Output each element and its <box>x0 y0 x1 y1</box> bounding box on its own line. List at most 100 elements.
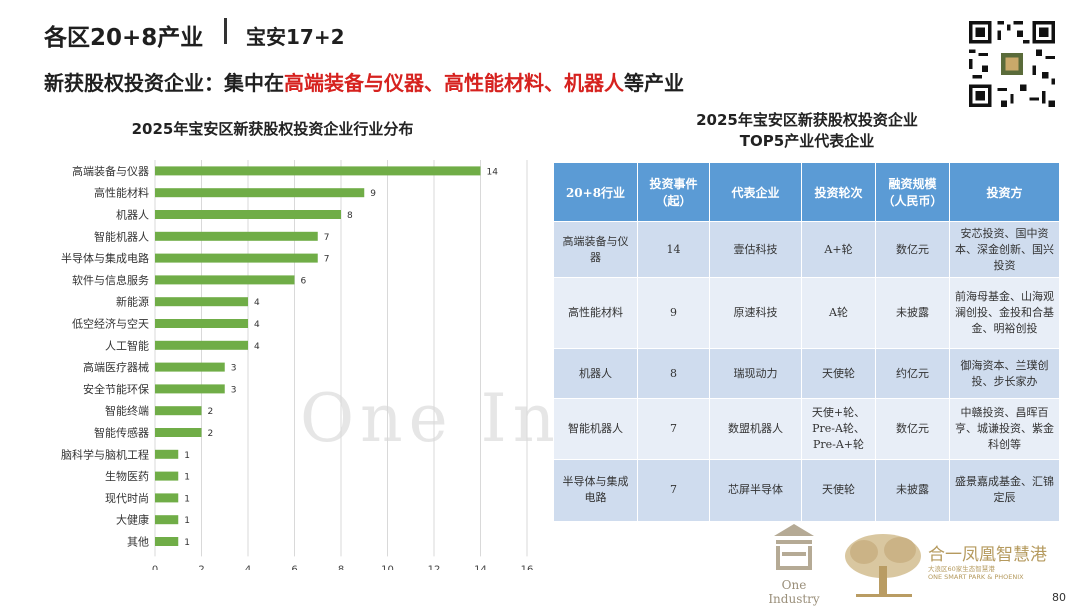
bar <box>155 515 179 525</box>
bar <box>155 319 248 328</box>
cell-count: 7 <box>637 458 710 523</box>
category-label: 脑科学与脑机工程 <box>61 447 149 461</box>
cell-count: 7 <box>637 398 710 460</box>
category-label: 智能机器人 <box>94 229 149 243</box>
data-label: 4 <box>254 298 260 308</box>
data-label: 1 <box>184 494 190 504</box>
table-title-line2: TOP5产业代表企业 <box>739 132 875 150</box>
one-industry-logo-icon <box>774 524 814 570</box>
cell-round: A轮 <box>801 277 876 349</box>
top5-table: 20+8行业 投资事件（起） 代表企业 投资轮次 融资规模（人民币） 投资方 高… <box>553 162 1060 523</box>
x-tick-label: 8 <box>338 564 344 570</box>
cell-count: 14 <box>637 220 710 279</box>
bar <box>155 406 202 416</box>
header-amount: 融资规模（人民币） <box>875 162 950 222</box>
bar <box>155 275 295 285</box>
data-label: 7 <box>324 255 330 265</box>
table-row: 智能机器人 7 数盟机器人 天使+轮、Pre-A轮、Pre-A+轮 数亿元 中赣… <box>553 398 1060 460</box>
header-industry: 20+8行业 <box>553 162 638 222</box>
bar <box>155 297 248 307</box>
header-round: 投资轮次 <box>801 162 876 222</box>
category-label: 新能源 <box>116 295 149 309</box>
phoenix-park-name: 合一凤凰智慧港 <box>928 545 1047 565</box>
x-tick-label: 16 <box>521 564 534 570</box>
cell-round: 天使+轮、Pre-A轮、Pre-A+轮 <box>801 398 876 460</box>
data-label: 1 <box>184 451 190 461</box>
category-label: 智能终端 <box>105 404 149 418</box>
data-label: 7 <box>324 233 330 243</box>
cell-investors: 御海资本、兰璞创投、步长家办 <box>949 347 1060 400</box>
data-label: 1 <box>184 538 190 548</box>
x-tick-label: 12 <box>428 564 441 570</box>
phoenix-park-subtitle: 大浪区60家生态智慧港 ONE SMART PARK & PHOENIX <box>928 563 1024 581</box>
category-label: 大健康 <box>116 513 149 527</box>
bar <box>155 362 225 372</box>
category-label: 机器人 <box>116 208 149 222</box>
category-label: 现代时尚 <box>105 491 149 505</box>
cell-industry: 机器人 <box>553 347 638 400</box>
data-label: 4 <box>254 320 260 330</box>
bar <box>155 210 341 219</box>
cell-investors: 中赣投资、昌晖百亨、城谦投资、紫金科创等 <box>949 398 1060 460</box>
category-label: 低空经济与空天 <box>72 317 149 331</box>
header-company: 代表企业 <box>709 162 802 222</box>
x-tick-label: 14 <box>474 564 487 570</box>
bar <box>155 449 179 459</box>
cell-company: 原速科技 <box>709 277 802 349</box>
cell-round: 天使轮 <box>801 347 876 400</box>
category-label: 生物医药 <box>105 469 149 483</box>
bar <box>155 471 179 481</box>
cell-industry: 高端装备与仪器 <box>553 220 638 279</box>
headline-prefix: 新获股权投资企业：集中在 <box>44 71 284 95</box>
bar <box>155 166 481 176</box>
bar <box>155 231 318 241</box>
data-label: 2 <box>208 407 214 417</box>
page-number: 80 <box>1052 591 1066 604</box>
bar <box>155 537 179 546</box>
table-row: 半导体与集成电路 7 芯屏半导体 天使轮 未披露 盛景嘉成基金、汇锦定辰 <box>553 458 1060 523</box>
table-row: 高端装备与仪器 14 壹估科技 A+轮 数亿元 安芯投资、国中资本、深金创新、国… <box>553 220 1060 279</box>
header-investors: 投资方 <box>949 162 1060 222</box>
table-title-line1: 2025年宝安区新获股权投资企业 <box>696 111 918 129</box>
cell-company: 壹估科技 <box>709 220 802 279</box>
bar <box>155 384 225 394</box>
category-label: 安全节能环保 <box>83 382 149 396</box>
cell-investors: 安芯投资、国中资本、深金创新、国兴投资 <box>949 220 1060 279</box>
data-label: 3 <box>231 385 237 395</box>
cell-count: 9 <box>637 277 710 349</box>
phoenix-park-subtitle-1: 大浪区60家生态智慧港 <box>928 565 995 573</box>
cell-count: 8 <box>637 347 710 400</box>
bar <box>155 188 365 198</box>
x-tick-label: 10 <box>381 564 394 570</box>
cell-amount: 数亿元 <box>875 398 950 460</box>
headline: 新获股权投资企业：集中在高端装备与仪器、高性能材料、机器人等产业 <box>44 67 684 96</box>
cell-industry: 半导体与集成电路 <box>553 458 638 523</box>
phoenix-park-subtitle-2: ONE SMART PARK & PHOENIX <box>928 573 1024 581</box>
data-label: 1 <box>184 473 190 483</box>
headline-highlight: 高端装备与仪器、高性能材料、机器人 <box>284 71 624 95</box>
cell-company: 芯屏半导体 <box>709 458 802 523</box>
data-label: 2 <box>208 429 214 439</box>
qr-code-icon <box>966 18 1058 110</box>
bar <box>155 493 179 503</box>
category-label: 软件与信息服务 <box>72 273 149 287</box>
bar <box>155 428 202 437</box>
data-label: 8 <box>347 211 353 221</box>
page-title: 各区20+8产业 <box>44 25 204 51</box>
x-tick-label: 0 <box>152 564 158 570</box>
data-label: 4 <box>254 342 260 352</box>
table-row: 高性能材料 9 原速科技 A轮 未披露 前海母基金、山海观澜创投、金投和合基金、… <box>553 277 1060 349</box>
data-label: 3 <box>231 364 237 374</box>
title-divider <box>224 18 227 44</box>
table-row: 机器人 8 瑞现动力 天使轮 约亿元 御海资本、兰璞创投、步长家办 <box>553 347 1060 400</box>
cell-amount: 未披露 <box>875 277 950 349</box>
x-tick-label: 2 <box>198 564 204 570</box>
table-header-row: 20+8行业 投资事件（起） 代表企业 投资轮次 融资规模（人民币） 投资方 <box>553 162 1060 222</box>
cell-amount: 未披露 <box>875 458 950 523</box>
x-tick-label: 4 <box>245 564 251 570</box>
cell-industry: 智能机器人 <box>553 398 638 460</box>
data-label: 14 <box>487 167 499 177</box>
cell-company: 瑞现动力 <box>709 347 802 400</box>
category-label: 半导体与集成电路 <box>61 251 149 265</box>
